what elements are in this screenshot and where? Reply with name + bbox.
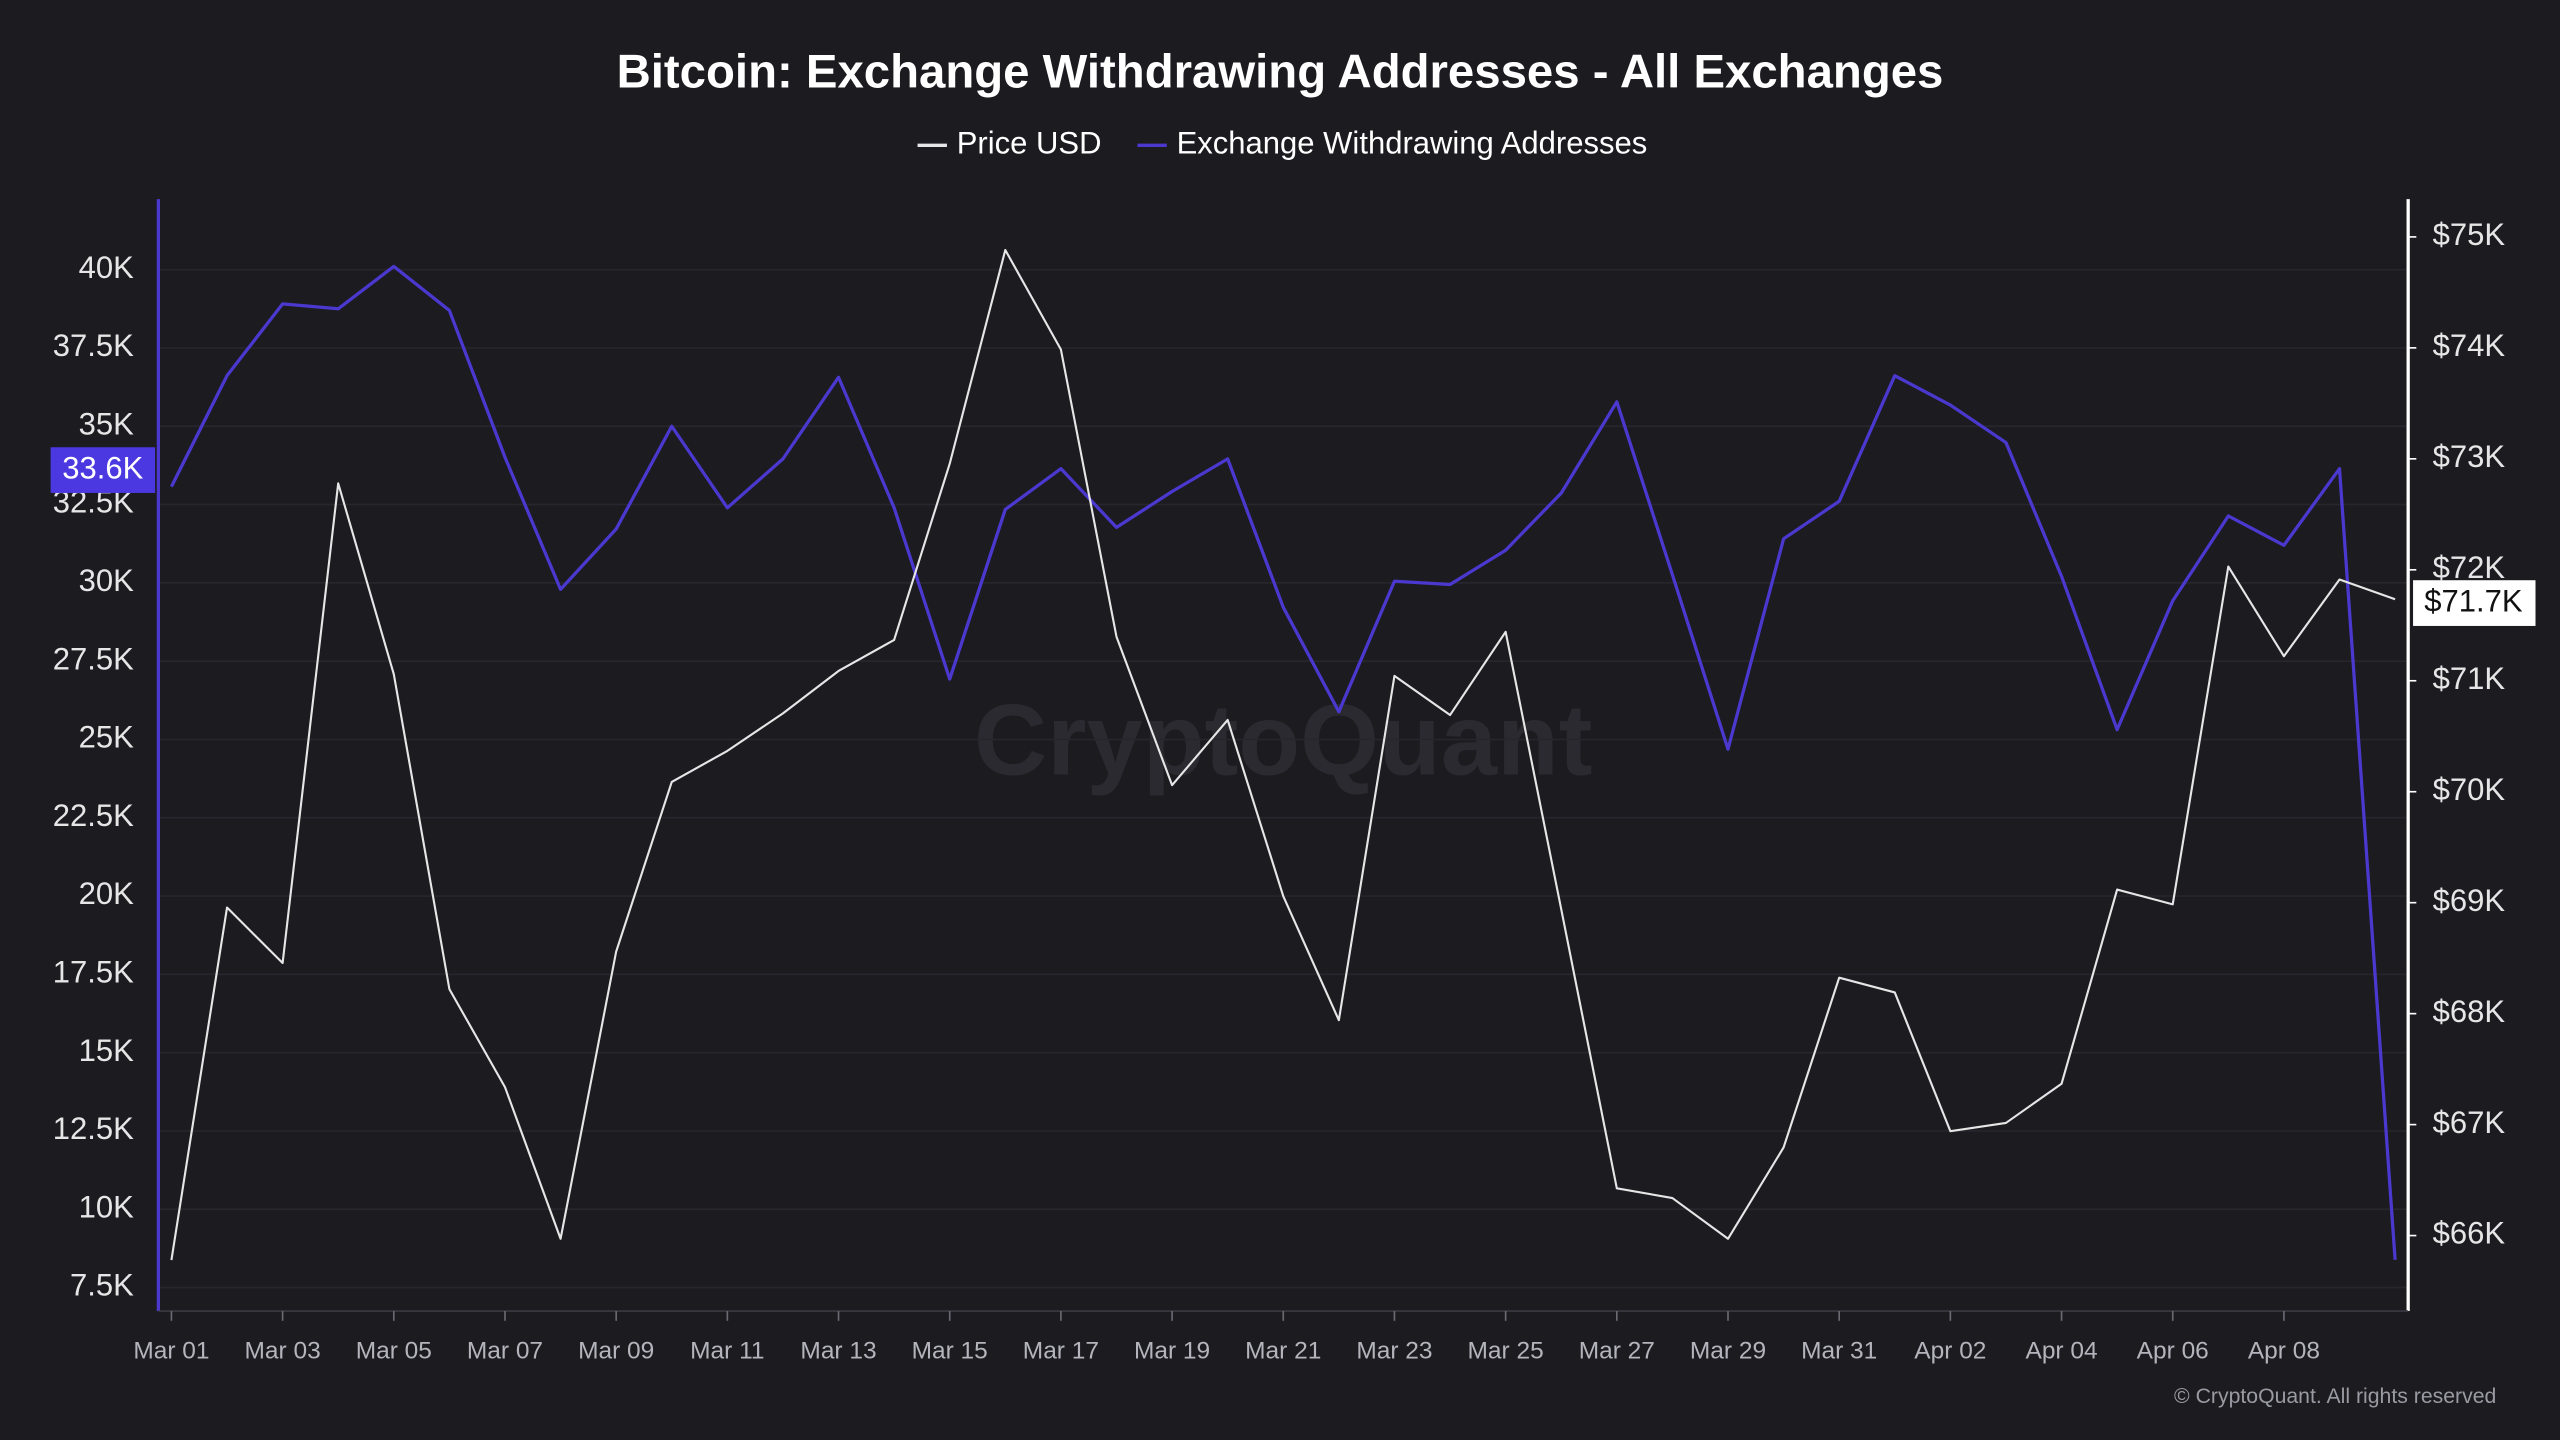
chart-title: Bitcoin: Exchange Withdrawing Addresses … — [617, 46, 1944, 99]
x-tick-label: Mar 23 — [1356, 1337, 1432, 1364]
y-tick-label: 35K — [79, 406, 134, 441]
x-tick-label: Apr 04 — [2026, 1337, 2098, 1364]
y2-tick-label: $75K — [2433, 217, 2506, 252]
x-tick-label: Mar 31 — [1801, 1337, 1877, 1364]
y-tick-label: 10K — [79, 1189, 134, 1224]
x-tick-label: Mar 01 — [133, 1337, 209, 1364]
legend-label: Price USD — [957, 125, 1102, 160]
y2-tick-label: $71K — [2433, 661, 2506, 696]
x-tick-label: Mar 15 — [912, 1337, 988, 1364]
y-tick-label: 27.5K — [53, 641, 134, 676]
x-tick-label: Apr 08 — [2248, 1337, 2320, 1364]
x-tick-label: Apr 02 — [1914, 1337, 1986, 1364]
y2-badge — [2413, 580, 2536, 626]
x-tick-label: Mar 17 — [1023, 1337, 1099, 1364]
x-tick-label: Mar 19 — [1134, 1337, 1210, 1364]
y2-tick-label: $69K — [2433, 883, 2506, 918]
y2-tick-label: $67K — [2433, 1105, 2506, 1140]
y-tick-label: 30K — [79, 563, 134, 598]
y-tick-label: 12.5K — [53, 1111, 134, 1146]
y-badge-label: 33.6K — [62, 450, 143, 485]
x-tick-label: Mar 03 — [245, 1337, 321, 1364]
x-tick-label: Mar 27 — [1579, 1337, 1655, 1364]
x-tick-label: Mar 13 — [800, 1337, 876, 1364]
series-line — [169, 264, 2397, 1260]
x-tick-label: Mar 09 — [578, 1337, 654, 1364]
y2-tick-label: $74K — [2433, 328, 2506, 363]
copyright: © CryptoQuant. All rights reserved — [2174, 1385, 2496, 1408]
y2-tick-label: $70K — [2433, 772, 2506, 807]
y2-tick-label: $73K — [2433, 439, 2506, 474]
y-tick-label: 22.5K — [53, 798, 134, 833]
x-tick-label: Mar 29 — [1690, 1337, 1766, 1364]
y-tick-label: 7.5K — [70, 1268, 134, 1303]
y2-tick-label: $72K — [2433, 550, 2506, 585]
y-tick-label: 37.5K — [53, 328, 134, 363]
y-tick-label: 40K — [79, 250, 134, 285]
x-tick-label: Mar 05 — [356, 1337, 432, 1364]
y-tick-label: 25K — [79, 720, 134, 755]
x-tick-label: Mar 07 — [467, 1337, 543, 1364]
y-badge — [50, 447, 156, 493]
y-tick-label: 20K — [79, 876, 134, 911]
x-tick-label: Apr 06 — [2137, 1337, 2209, 1364]
x-tick-label: Mar 25 — [1468, 1337, 1544, 1364]
x-tick-label: Mar 21 — [1245, 1337, 1321, 1364]
y2-tick-label: $68K — [2433, 994, 2506, 1029]
y2-badge-label: $71.7K — [2424, 583, 2523, 618]
y-tick-label: 15K — [79, 1033, 134, 1068]
series-line — [170, 248, 2396, 1261]
y2-tick-label: $66K — [2433, 1216, 2506, 1251]
x-tick-label: Mar 11 — [690, 1337, 764, 1364]
legend-label: Exchange Withdrawing Addresses — [1177, 125, 1648, 160]
y-tick-label: 17.5K — [53, 955, 134, 990]
